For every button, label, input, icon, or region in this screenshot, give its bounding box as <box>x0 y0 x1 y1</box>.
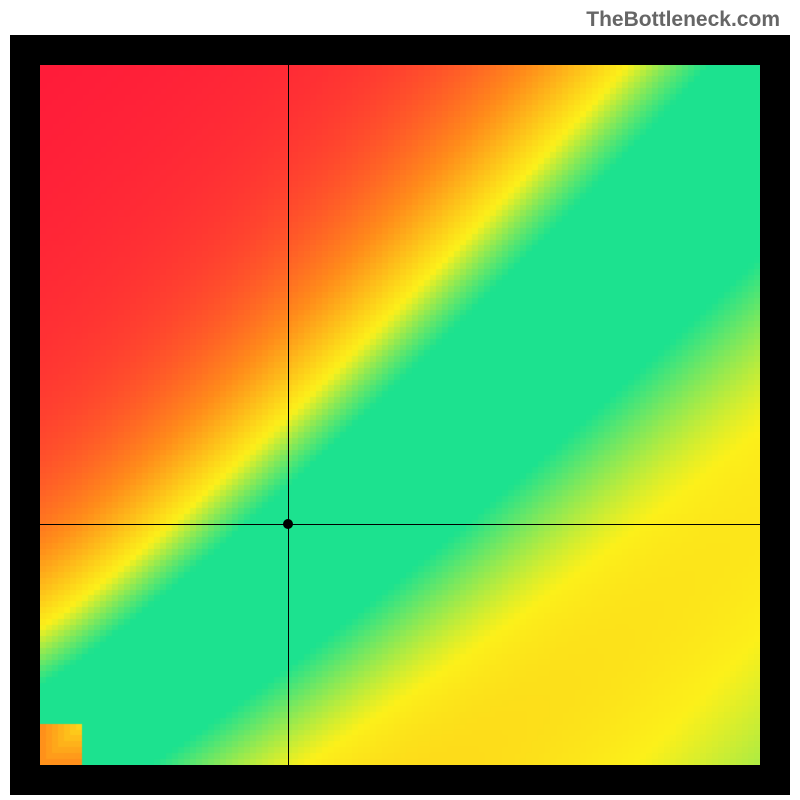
crosshair-vertical-line <box>288 65 289 765</box>
bottleneck-heatmap <box>40 65 760 765</box>
crosshair-horizontal-line <box>40 524 760 525</box>
heatmap-frame <box>10 35 790 795</box>
watermark-text: TheBottleneck.com <box>586 8 780 32</box>
crosshair-marker <box>283 519 293 529</box>
